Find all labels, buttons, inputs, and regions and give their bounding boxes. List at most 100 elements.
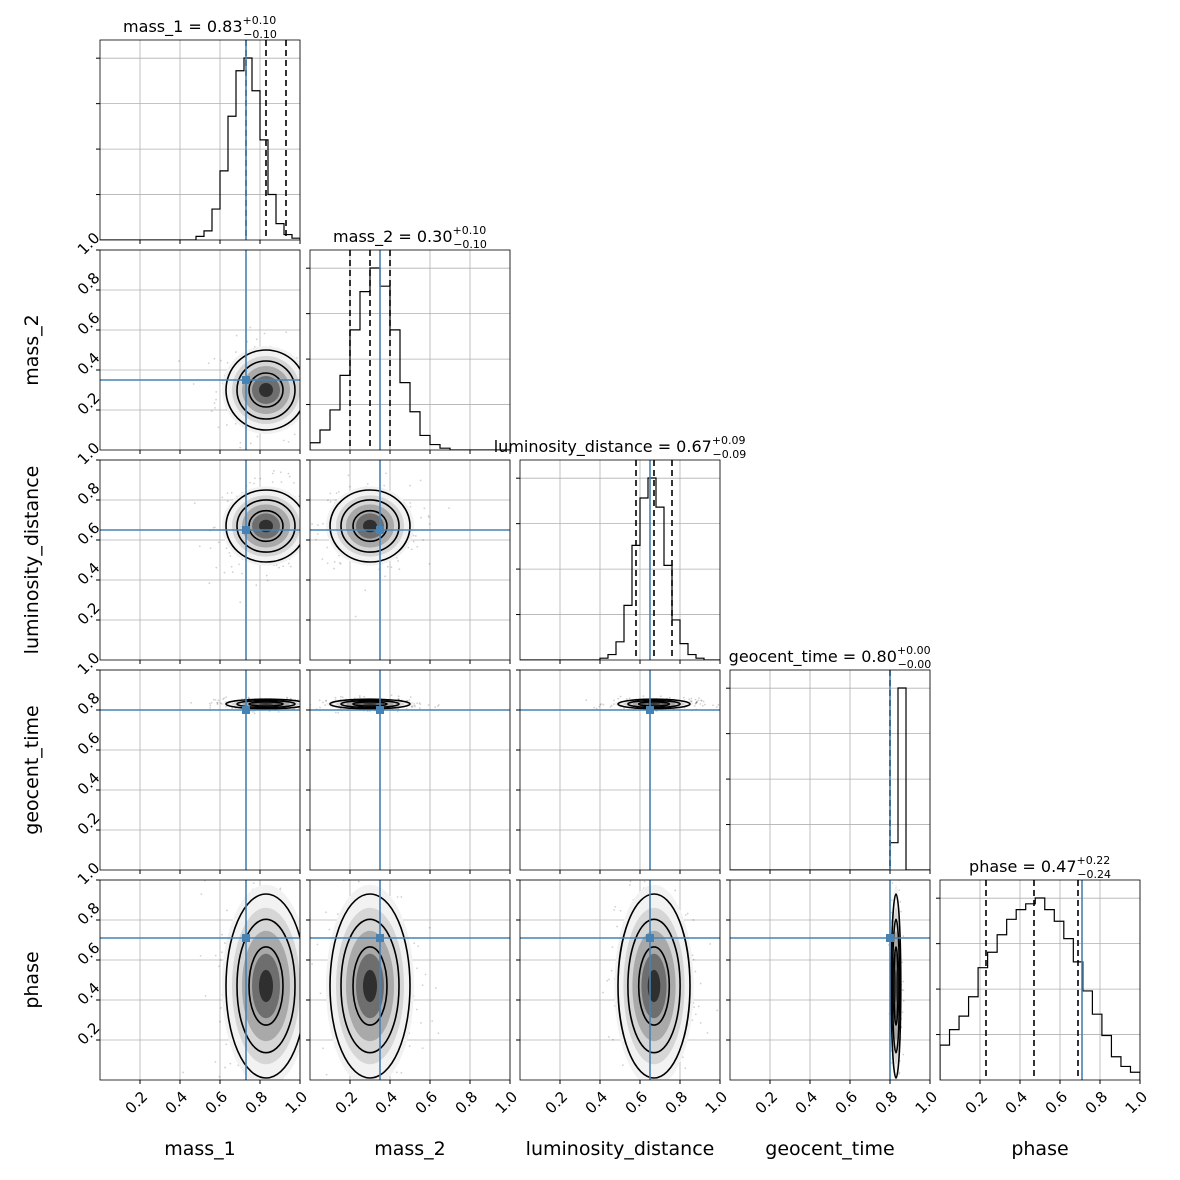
sample-point bbox=[311, 963, 314, 965]
x-tick-label: 0.2 bbox=[542, 1088, 572, 1118]
sample-point bbox=[669, 1090, 671, 1092]
sample-point bbox=[220, 359, 222, 362]
sample-point bbox=[303, 493, 305, 495]
sample-point bbox=[895, 874, 897, 876]
sample-point bbox=[337, 711, 340, 714]
panel-frame bbox=[99, 879, 301, 1081]
x-tick-label: 0.2 bbox=[962, 1088, 992, 1118]
contour-2 bbox=[893, 946, 899, 1026]
sample-point bbox=[893, 861, 895, 863]
sample-point bbox=[416, 545, 419, 548]
sample-point bbox=[612, 1038, 614, 1041]
sample-point bbox=[249, 442, 252, 445]
sample-point bbox=[694, 970, 697, 973]
sample-point bbox=[412, 534, 415, 537]
sample-point bbox=[896, 1082, 898, 1084]
sample-point bbox=[311, 523, 313, 525]
sample-point bbox=[333, 567, 335, 570]
sample-point bbox=[428, 522, 431, 525]
sample-point bbox=[289, 565, 292, 568]
sample-point bbox=[271, 472, 274, 475]
x-tick-label: 0.8 bbox=[242, 1088, 272, 1118]
sample-point bbox=[331, 1122, 333, 1124]
sample-point bbox=[326, 499, 329, 502]
sample-point bbox=[333, 439, 335, 441]
sample-point bbox=[900, 1091, 902, 1093]
sample-point bbox=[255, 584, 258, 587]
sample-point bbox=[410, 706, 413, 709]
panel-frame bbox=[99, 459, 301, 661]
sample-point bbox=[304, 1009, 306, 1011]
sample-point bbox=[409, 696, 412, 699]
sample-point bbox=[215, 566, 218, 569]
sample-point bbox=[218, 965, 220, 968]
contour-0 bbox=[225, 489, 300, 563]
sample-point bbox=[701, 704, 704, 707]
sample-point bbox=[347, 474, 350, 477]
sample-point bbox=[306, 703, 308, 705]
sample-point bbox=[339, 695, 342, 698]
sample-point bbox=[325, 510, 327, 512]
sample-point bbox=[333, 561, 336, 563]
sample-point bbox=[235, 334, 238, 337]
sample-point bbox=[255, 338, 258, 341]
sample-point bbox=[215, 398, 217, 401]
contour-2 bbox=[352, 509, 388, 543]
sample-point bbox=[214, 406, 216, 409]
sample-point bbox=[300, 697, 302, 699]
sample-point bbox=[668, 696, 671, 699]
sample-point bbox=[593, 706, 596, 709]
sample-point bbox=[431, 1020, 434, 1022]
title-phase: phase = 0.47+0.22 −0.24 bbox=[969, 854, 1111, 881]
sample-point bbox=[230, 565, 233, 568]
sample-point bbox=[424, 973, 427, 976]
sample-point bbox=[297, 707, 300, 710]
sample-point bbox=[303, 352, 305, 354]
x-tick-label: 0.2 bbox=[752, 1088, 782, 1118]
sample-point bbox=[348, 485, 351, 488]
sample-point bbox=[690, 700, 693, 702]
sample-point bbox=[308, 702, 310, 704]
sample-point bbox=[419, 479, 422, 482]
sample-point bbox=[358, 694, 361, 697]
panel-geocent_time-vs-luminosity_distance bbox=[516, 669, 721, 874]
sample-point bbox=[226, 909, 228, 912]
sample-point bbox=[287, 562, 290, 565]
panel-phase-vs-luminosity_distance: 0.2 0.4 0.6 0.8 1.0 luminosity_distance bbox=[516, 879, 731, 1160]
y-tick-label: 0.6 bbox=[74, 729, 104, 759]
sample-point bbox=[363, 695, 366, 698]
sample-point bbox=[287, 472, 290, 475]
sample-point bbox=[614, 905, 617, 908]
sample-point bbox=[434, 706, 437, 709]
y-tick-label: 0.8 bbox=[74, 479, 104, 509]
sample-point bbox=[214, 954, 217, 957]
sample-point bbox=[300, 1085, 302, 1087]
sample-point bbox=[328, 928, 331, 931]
x-tick-label: 0.8 bbox=[872, 1088, 902, 1118]
sample-point bbox=[646, 1118, 648, 1120]
sample-point bbox=[305, 490, 307, 492]
sample-point bbox=[182, 1071, 184, 1074]
sample-point bbox=[448, 507, 450, 509]
density-level-4 bbox=[647, 703, 661, 705]
y-axis-label-luminosity_distance: luminosity_distance bbox=[21, 466, 43, 655]
sample-point bbox=[212, 526, 215, 529]
x-tick-label: 0.2 bbox=[122, 1088, 152, 1118]
sample-point bbox=[694, 1013, 697, 1016]
sample-point bbox=[382, 867, 384, 869]
sample-point bbox=[307, 381, 309, 383]
histogram-mass_1 bbox=[100, 57, 300, 240]
sample-point bbox=[325, 911, 327, 914]
sample-point bbox=[302, 365, 304, 367]
sample-point bbox=[253, 482, 255, 485]
x-axis-label-mass_2: mass_2 bbox=[374, 1138, 446, 1160]
sample-point bbox=[338, 554, 340, 557]
sample-point bbox=[712, 704, 714, 707]
y-tick-label: 1.0 bbox=[74, 649, 104, 679]
sample-point bbox=[600, 703, 603, 705]
sample-point bbox=[181, 864, 183, 866]
sample-point bbox=[272, 470, 275, 472]
sample-point bbox=[420, 516, 423, 519]
sample-point bbox=[902, 1000, 905, 1002]
sample-point bbox=[321, 558, 324, 561]
